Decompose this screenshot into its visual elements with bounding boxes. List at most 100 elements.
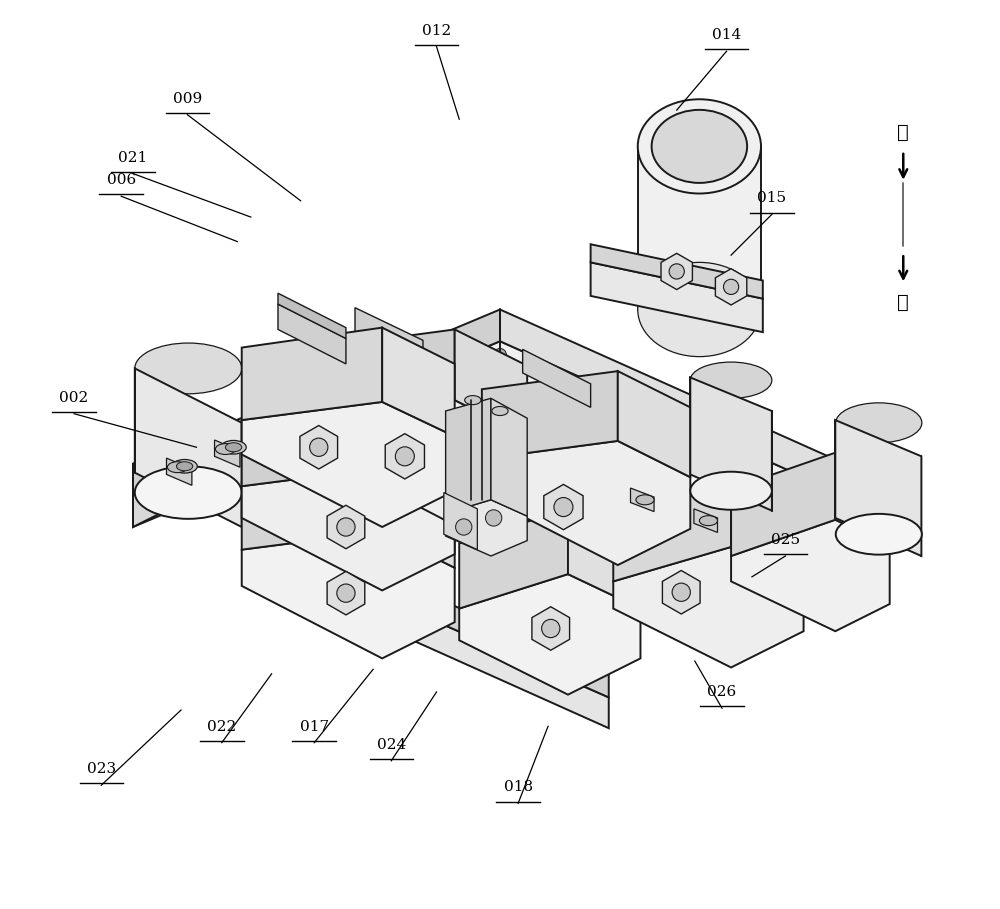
Circle shape [542, 619, 560, 637]
Polygon shape [382, 598, 609, 728]
Polygon shape [731, 484, 804, 582]
Polygon shape [835, 453, 890, 545]
Circle shape [337, 518, 355, 536]
Circle shape [310, 438, 328, 456]
Polygon shape [382, 327, 455, 436]
Circle shape [756, 466, 769, 479]
Polygon shape [638, 146, 761, 309]
Text: 024: 024 [377, 738, 406, 752]
Ellipse shape [135, 466, 242, 519]
Text: 下: 下 [897, 293, 909, 312]
Text: 009: 009 [173, 92, 202, 105]
Circle shape [486, 510, 502, 526]
Text: 上: 上 [897, 124, 909, 143]
Ellipse shape [638, 263, 761, 356]
Circle shape [669, 264, 684, 279]
Polygon shape [242, 402, 382, 486]
Circle shape [456, 519, 472, 535]
Circle shape [199, 494, 212, 506]
Polygon shape [242, 464, 382, 550]
Ellipse shape [172, 459, 197, 473]
Text: 002: 002 [59, 391, 89, 405]
Ellipse shape [167, 462, 187, 473]
Circle shape [857, 498, 882, 524]
Polygon shape [455, 329, 527, 436]
Ellipse shape [836, 514, 922, 554]
Polygon shape [319, 329, 455, 418]
Polygon shape [133, 309, 500, 495]
Text: 018: 018 [504, 780, 533, 794]
Polygon shape [446, 500, 527, 556]
Polygon shape [544, 484, 583, 530]
Polygon shape [382, 574, 609, 697]
Polygon shape [385, 434, 424, 479]
Text: 026: 026 [707, 685, 737, 699]
Polygon shape [482, 371, 618, 459]
Polygon shape [242, 468, 455, 591]
Polygon shape [731, 453, 835, 556]
Polygon shape [135, 368, 242, 527]
Polygon shape [835, 420, 921, 556]
Circle shape [672, 583, 690, 602]
Ellipse shape [221, 441, 246, 454]
Polygon shape [300, 425, 338, 469]
Polygon shape [459, 574, 640, 694]
Ellipse shape [215, 444, 235, 454]
Circle shape [494, 348, 506, 361]
Polygon shape [242, 532, 455, 658]
Ellipse shape [465, 395, 481, 405]
Polygon shape [459, 509, 568, 608]
Polygon shape [446, 398, 491, 514]
Polygon shape [319, 400, 527, 525]
Text: 006: 006 [107, 173, 136, 187]
Circle shape [337, 584, 355, 603]
Ellipse shape [135, 343, 242, 394]
Polygon shape [355, 307, 423, 364]
Ellipse shape [699, 515, 717, 525]
Polygon shape [661, 254, 692, 290]
Polygon shape [591, 245, 763, 299]
Polygon shape [731, 520, 890, 631]
Polygon shape [694, 509, 717, 533]
Polygon shape [382, 464, 455, 568]
Polygon shape [482, 441, 690, 565]
Polygon shape [532, 606, 570, 650]
Ellipse shape [225, 443, 242, 452]
Polygon shape [382, 402, 455, 504]
Circle shape [554, 497, 573, 516]
Ellipse shape [690, 472, 772, 510]
Circle shape [395, 447, 414, 465]
Ellipse shape [176, 462, 193, 471]
Polygon shape [618, 371, 690, 477]
Text: 012: 012 [422, 24, 451, 37]
Polygon shape [568, 509, 640, 608]
Polygon shape [278, 305, 346, 364]
Polygon shape [613, 484, 731, 582]
Polygon shape [215, 440, 240, 467]
Polygon shape [613, 547, 804, 667]
Polygon shape [278, 294, 346, 338]
Polygon shape [662, 571, 700, 614]
Circle shape [621, 407, 633, 420]
Polygon shape [591, 263, 763, 332]
Polygon shape [715, 269, 747, 305]
Polygon shape [444, 493, 477, 550]
Text: 017: 017 [300, 720, 329, 734]
Polygon shape [690, 377, 772, 511]
Ellipse shape [492, 406, 508, 415]
Polygon shape [242, 450, 758, 608]
Polygon shape [491, 398, 527, 516]
Text: 015: 015 [757, 191, 786, 205]
Text: 023: 023 [87, 763, 116, 776]
Polygon shape [242, 327, 382, 420]
Polygon shape [630, 488, 654, 512]
Polygon shape [242, 423, 758, 577]
Polygon shape [327, 505, 365, 549]
Text: 022: 022 [207, 720, 236, 734]
Polygon shape [327, 572, 365, 614]
Ellipse shape [652, 110, 747, 183]
Polygon shape [523, 349, 591, 407]
Ellipse shape [690, 362, 772, 398]
Polygon shape [242, 402, 455, 527]
Ellipse shape [638, 99, 761, 194]
